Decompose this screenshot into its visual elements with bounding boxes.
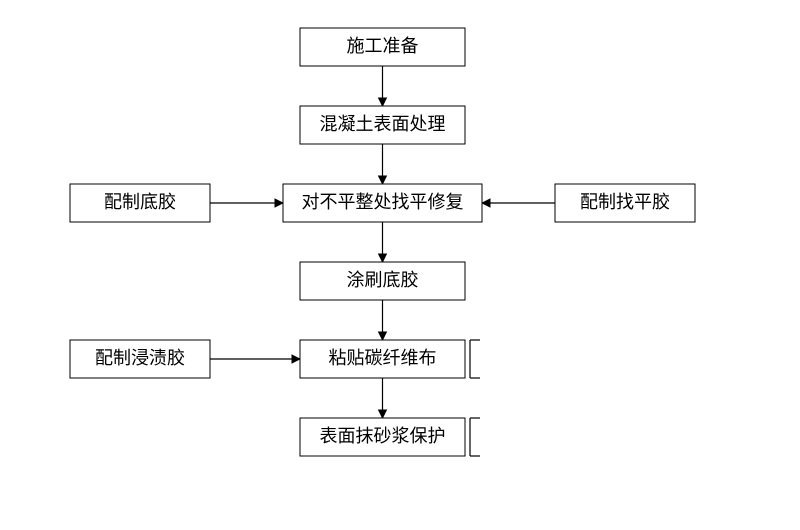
flow-node-label: 施工准备 (347, 36, 419, 56)
flow-node-label: 表面抹砂浆保护 (320, 426, 446, 446)
flow-node-label: 配制浸渍胶 (95, 348, 185, 368)
flow-node-n5: 粘贴碳纤维布 (300, 340, 465, 378)
flow-node-n3: 对不平整处找平修复 (283, 184, 482, 222)
flow-node-n6: 表面抹砂浆保护 (300, 418, 465, 456)
flow-node-label: 配制底胶 (104, 192, 176, 212)
flow-node-label: 对不平整处找平修复 (302, 192, 464, 212)
flow-node-label: 混凝土表面处理 (320, 114, 446, 134)
flow-node-n5l: 配制浸渍胶 (70, 340, 210, 378)
flow-node-n2: 混凝土表面处理 (300, 106, 465, 144)
flow-node-n3r: 配制找平胶 (555, 184, 695, 222)
flowchart-canvas: 施工准备混凝土表面处理对不平整处找平修复 配制底胶 配制找平胶涂刷底胶粘贴碳纤维布 配… (0, 0, 800, 530)
flow-node-label: 配制找平胶 (580, 192, 670, 212)
flow-node-label: 涂刷底胶 (347, 270, 419, 290)
flow-node-n1: 施工准备 (300, 28, 465, 66)
flow-node-label: 粘贴碳纤维布 (329, 348, 437, 368)
flow-node-n4: 涂刷底胶 (300, 262, 465, 300)
flow-node-n3l: 配制底胶 (70, 184, 210, 222)
